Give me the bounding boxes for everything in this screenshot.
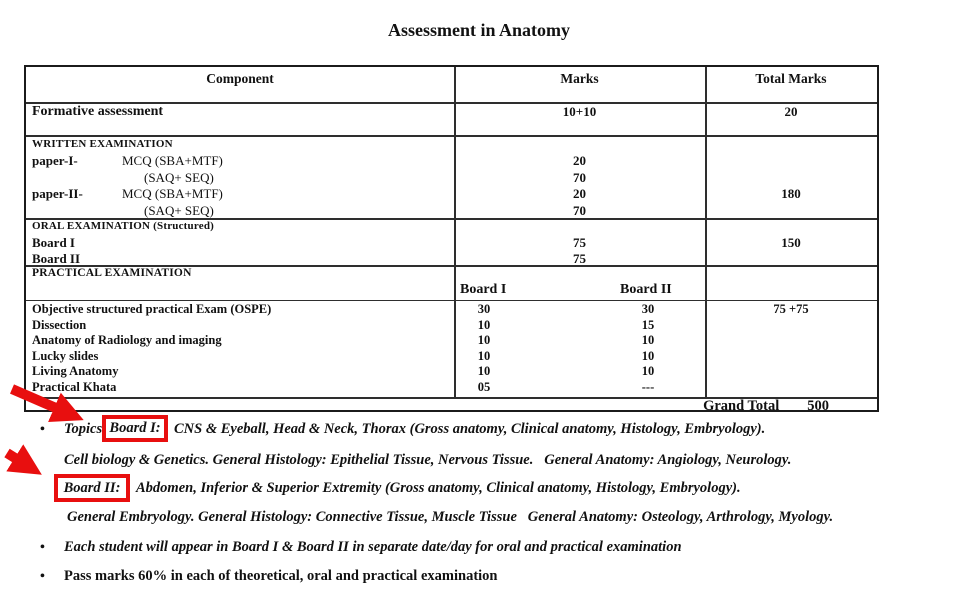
- practical-item-name: Lucky slides: [32, 348, 99, 363]
- practical-total: 75 +75: [773, 302, 809, 316]
- bullet-icon: •: [40, 540, 45, 555]
- practical-board1-mark: 10: [477, 348, 491, 363]
- oral-row: Board I 75 150: [26, 235, 877, 252]
- written-row: paper-I- MCQ (SBA+MTF) 20: [26, 153, 877, 170]
- practical-board2-mark: 10: [641, 333, 655, 347]
- written-marks: 20: [573, 186, 586, 201]
- written-row: paper-II- MCQ (SBA+MTF) 20 180: [26, 186, 877, 203]
- row-divider: [26, 397, 877, 399]
- written-marks: 70: [573, 202, 586, 218]
- note-line2: Cell biology & Genetics. General Histolo…: [64, 452, 792, 468]
- practical-item-row: Dissection 10 15: [26, 318, 877, 335]
- practical-item-row: Living Anatomy 10 10: [26, 364, 877, 381]
- practical-item-name: Living Anatomy: [32, 364, 119, 378]
- header-component: Component: [206, 71, 274, 86]
- paper-detail: (SAQ+ SEQ): [144, 169, 214, 185]
- bullet-icon: •: [40, 422, 45, 437]
- note-line6: Pass marks 60% in each of theoretical, o…: [64, 568, 498, 584]
- practical-board1-mark: 30: [477, 302, 491, 316]
- note-line4: General Embryology. General Histology: C…: [67, 509, 834, 525]
- formative-marks: 10+10: [562, 104, 597, 119]
- note-line5: Each student will appear in Board I & Bo…: [64, 539, 682, 555]
- paper-detail: (SAQ+ SEQ): [144, 202, 214, 218]
- row-divider: [26, 300, 877, 301]
- practical-subheader-row: Board I Board II: [26, 282, 877, 299]
- written-marks: 70: [573, 169, 586, 185]
- oral-row: Board II 75: [26, 251, 877, 268]
- table-header-row: Component Marks Total Marks: [26, 71, 877, 88]
- grand-total-value: 500: [807, 398, 829, 414]
- row-divider: [26, 102, 877, 104]
- practical-board2-mark: 10: [641, 348, 655, 363]
- paper-detail: MCQ (SBA+MTF): [122, 153, 223, 168]
- topics-prefix: Topics.: [64, 421, 106, 437]
- board2-tag: Board II:: [63, 479, 121, 496]
- oral-marks: 75: [573, 251, 586, 266]
- paper-label: paper-I-: [32, 153, 78, 168]
- formative-row: Formative assessment 10+10 20: [26, 104, 877, 121]
- board1-topics-text: CNS & Eyeball, Head & Neck, Thorax (Gros…: [174, 421, 766, 437]
- practical-board1-mark: 10: [477, 364, 491, 378]
- row-divider: [26, 135, 877, 137]
- formative-total: 20: [784, 104, 798, 119]
- grand-total-label: Grand Total: [703, 398, 780, 414]
- header-total-marks: Total Marks: [755, 71, 827, 86]
- practical-item-name: Anatomy of Radiology and imaging: [32, 333, 222, 347]
- board2-highlight-box: Board II:: [54, 474, 130, 502]
- header-marks: Marks: [560, 71, 599, 86]
- practical-board2-mark: 15: [641, 317, 655, 332]
- oral-section-row: ORAL EXAMINATION (Structured): [26, 220, 877, 237]
- row-divider: [26, 218, 877, 220]
- practical-item-row: Anatomy of Radiology and imaging 10 10: [26, 333, 877, 350]
- oral-board-label: Board II: [32, 251, 81, 266]
- formative-label: Formative assessment: [32, 104, 164, 119]
- practical-board1-mark: 05: [477, 379, 491, 394]
- practical-item-name: Objective structured practical Exam (OSP…: [32, 302, 272, 316]
- paper-detail: MCQ (SBA+MTF): [122, 186, 223, 201]
- paper-label: paper-II-: [32, 186, 83, 201]
- oral-marks: 75: [573, 235, 586, 250]
- practical-board2-mark: 30: [641, 302, 655, 316]
- written-row: (SAQ+ SEQ) 70: [26, 203, 877, 220]
- column-divider-2: [705, 67, 707, 397]
- arrow-to-board2-icon: [4, 444, 42, 475]
- row-divider: [26, 265, 877, 267]
- oral-total: 150: [781, 235, 801, 250]
- practical-board2-mark: 10: [641, 364, 655, 378]
- subheader-board1: Board I: [460, 282, 507, 297]
- practical-item-row: Objective structured practical Exam (OSP…: [26, 302, 877, 319]
- board1-tag: Board I:: [109, 420, 161, 436]
- practical-board2-mark: ---: [641, 379, 655, 394]
- page-title: Assessment in Anatomy: [387, 20, 570, 40]
- written-marks: 20: [573, 153, 586, 168]
- practical-item-name: Dissection: [32, 317, 87, 332]
- written-row: (SAQ+ SEQ) 70: [26, 170, 877, 187]
- board1-highlight-box: Board I:: [102, 415, 168, 442]
- practical-item-row: Lucky slides 10 10: [26, 349, 877, 366]
- practical-item-name: Practical Khata: [32, 379, 117, 394]
- practical-section-label: PRACTICAL EXAMINATION: [32, 267, 192, 279]
- written-section-label: WRITTEN EXAMINATION: [32, 138, 173, 150]
- grand-total-row: Grand Total 500: [26, 398, 877, 415]
- assessment-table: Component Marks Total Marks Formative as…: [24, 65, 879, 415]
- practical-board1-mark: 10: [477, 333, 491, 347]
- oral-section-label: ORAL EXAMINATION (Structured): [32, 220, 215, 232]
- bullet-icon: •: [40, 569, 45, 584]
- written-section-row: WRITTEN EXAMINATION: [26, 138, 877, 155]
- practical-section-row: PRACTICAL EXAMINATION: [26, 267, 877, 284]
- practical-board1-mark: 10: [477, 317, 491, 332]
- oral-board-label: Board I: [32, 235, 75, 250]
- board2-topics-text: Abdomen, Inferior & Superior Extremity (…: [136, 480, 741, 496]
- subheader-board2: Board II: [620, 282, 672, 297]
- practical-item-row: Practical Khata 05 ---: [26, 380, 877, 397]
- column-divider-1: [454, 67, 456, 397]
- written-total: 180: [781, 186, 801, 201]
